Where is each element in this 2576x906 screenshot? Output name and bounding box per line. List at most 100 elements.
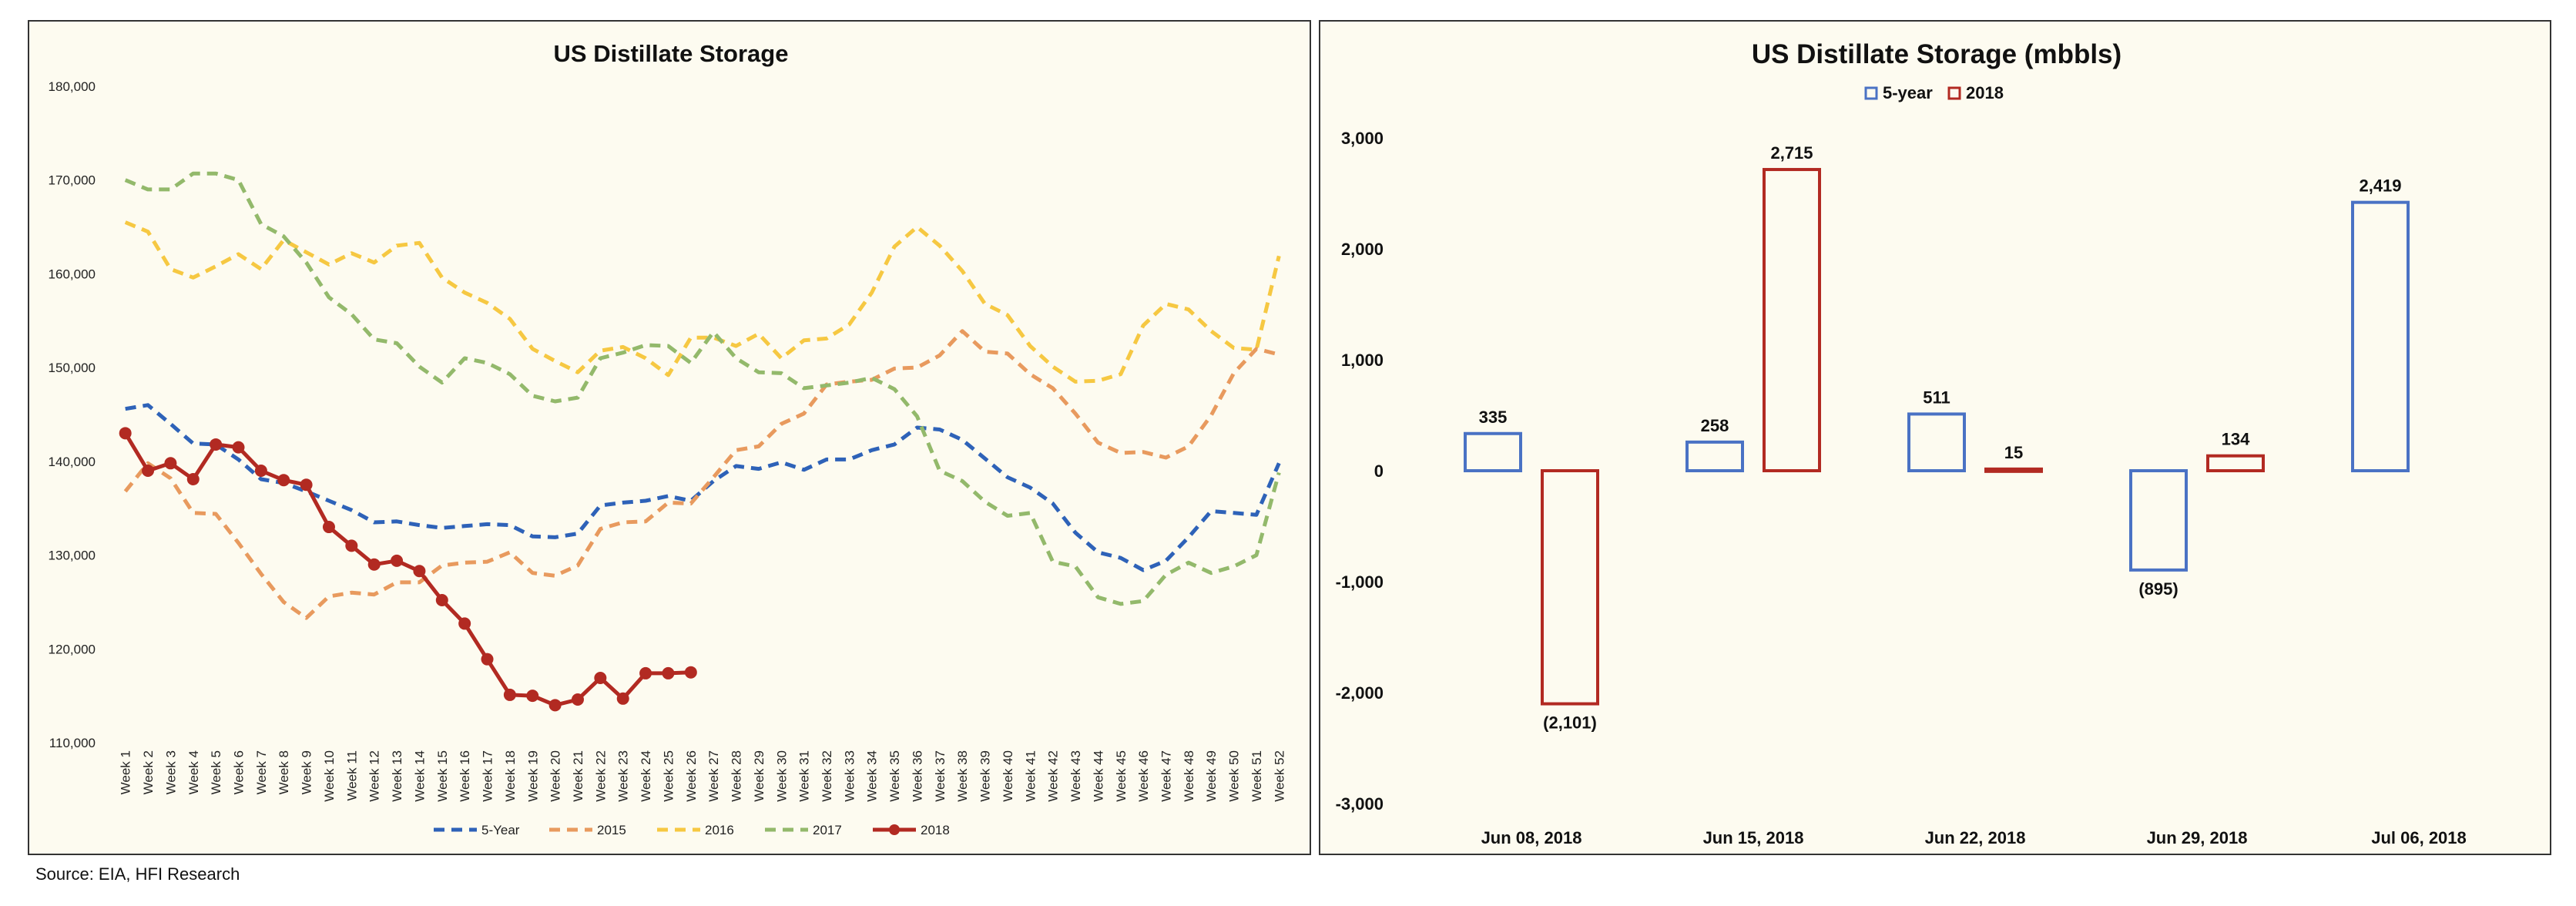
y-tick-label: 2,000 [1341,240,1384,259]
series-line-5-year [125,403,1281,572]
x-tick-label: Week 25 [661,750,676,802]
x-tick-label: Week 12 [367,750,382,802]
point-2018 [413,565,426,578]
data-label: 258 [1701,416,1729,435]
x-tick-label: Week 49 [1204,750,1219,802]
y-tick-label: 1,000 [1341,351,1384,370]
x-tick-label: Week 13 [390,750,404,802]
legend-marker [889,824,900,835]
x-tick-label: Week 37 [933,750,948,802]
x-tick-label: Week 46 [1136,750,1151,802]
x-tick-label: Week 52 [1272,750,1286,802]
bar-5-year [2351,200,2410,472]
x-tick-label: Week 47 [1159,750,1173,802]
point-2018 [435,593,448,606]
legend-label: 2018 [1966,83,2004,102]
x-tick-label: Week 48 [1182,750,1196,802]
data-label: 2,715 [1770,143,1813,163]
x-tick-label: Jun 29, 2018 [2147,828,2248,847]
x-tick-label: Jul 06, 2018 [2371,828,2467,847]
point-2018 [684,666,697,679]
y-tick-label: 180,000 [49,79,96,94]
point-2018 [254,465,267,478]
legend-label: 2018 [921,823,950,837]
x-tick-label: Week 14 [412,750,427,802]
x-tick-label: Week 18 [503,750,518,802]
data-label: 511 [1923,388,1950,407]
bar-2018 [2206,454,2265,472]
x-tick-label: Week 35 [887,750,902,802]
chart-title: US Distillate Storage (mbbls) [1752,39,2122,69]
point-2018 [481,653,494,666]
y-tick-label: 130,000 [49,549,96,563]
x-tick-label: Week 16 [458,750,472,802]
x-tick-label: Week 50 [1227,750,1242,802]
point-2018 [277,474,290,487]
bar-5-year [2129,469,2188,572]
x-tick-label: Week 23 [616,750,631,802]
x-tick-label: Week 8 [277,750,291,794]
x-tick-label: Week 32 [820,750,834,802]
point-2018 [571,693,584,706]
x-tick-label: Week 43 [1068,750,1083,802]
bar-2018 [1984,467,2043,473]
series-line-2018 [123,432,691,707]
point-2018 [367,558,381,571]
x-tick-label: Week 42 [1046,750,1061,802]
point-2018 [186,472,200,485]
x-tick-label: Week 40 [1001,750,1015,802]
legend-label: 2015 [597,823,626,837]
x-tick-label: Week 10 [322,750,337,802]
x-tick-label: Week 1 [119,750,133,794]
point-2018 [503,688,516,701]
point-2018 [616,692,629,705]
point-2018 [164,457,177,470]
y-tick-label: 3,000 [1341,129,1384,148]
point-2018 [345,539,358,552]
x-tick-label: Week 7 [254,750,269,794]
point-2018 [458,617,471,630]
y-tick-label: 160,000 [49,267,96,281]
bar-2018 [1763,168,1821,472]
x-tick-label: Week 20 [548,750,563,802]
data-label: 134 [2222,430,2250,449]
x-tick-label: Week 44 [1091,750,1105,802]
x-tick-label: Week 4 [186,750,201,794]
point-2018 [119,427,132,440]
chart-title: US Distillate Storage [554,40,789,67]
point-2018 [526,690,539,703]
x-tick-label: Week 5 [209,750,223,794]
data-label: 15 [2004,443,2023,462]
legend-label: 2017 [813,823,842,837]
legend-label: 5-year [1883,83,1933,102]
x-tick-label: Jun 22, 2018 [1925,828,2026,847]
data-label: (895) [2138,579,2178,599]
x-tick-label: Week 29 [752,750,766,802]
x-tick-label: Week 31 [797,750,812,802]
point-2018 [142,465,155,478]
source-note: Source: EIA, HFI Research [35,864,240,884]
y-tick-label: 170,000 [49,173,96,188]
y-tick-label: 110,000 [49,736,96,750]
legend-swatch [1864,86,1878,100]
y-tick-label: 140,000 [49,455,96,469]
bar-5-year [1464,431,1522,473]
bar-chart: US Distillate Storage (mbbls) 5-year 2018 -… [1336,39,2467,847]
x-tick-label: Week 11 [344,750,359,801]
point-2018 [662,666,675,680]
point-2018 [639,666,652,680]
x-tick-label: Week 21 [571,750,585,802]
series-line-2015 [123,329,1280,620]
x-tick-label: Jun 08, 2018 [1481,828,1582,847]
x-tick-label: Week 41 [1023,750,1038,802]
point-2018 [210,438,223,451]
y-tick-label: -1,000 [1336,572,1384,592]
legend-label: 5-Year [481,823,520,837]
series-line-2017 [124,171,1281,606]
x-tick-label: Week 24 [639,750,653,802]
point-2018 [232,441,245,454]
x-tick-label: Week 51 [1249,750,1264,802]
data-label: 2,419 [2359,176,2401,196]
series-line-2016 [124,220,1281,384]
bar-5-year [1685,440,1744,473]
